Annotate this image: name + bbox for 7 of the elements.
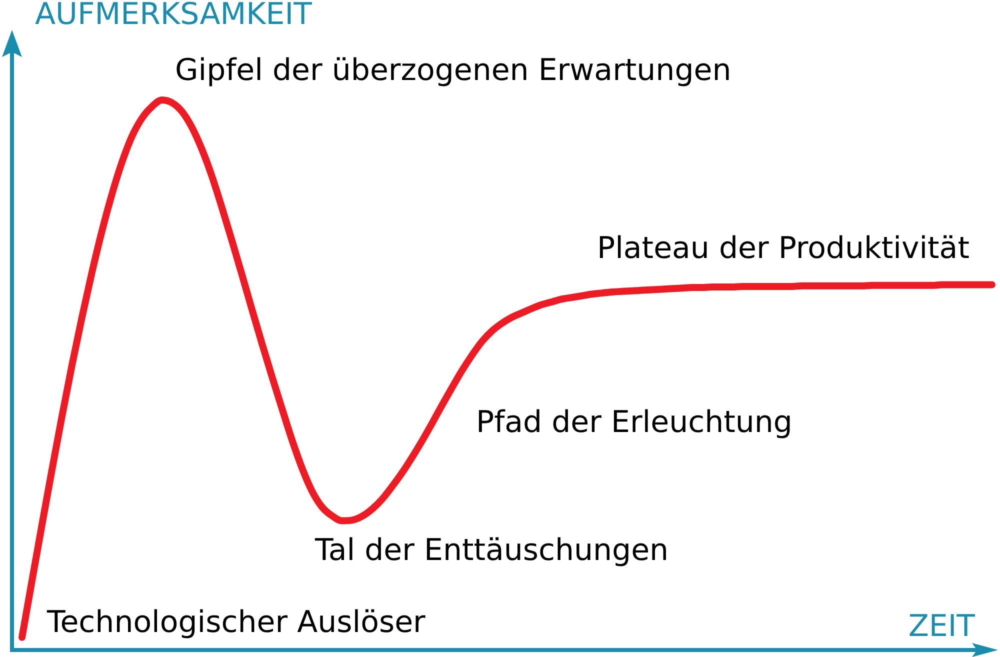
- text: Gipfel der überzogenen Erwartungen: [175, 53, 732, 88]
- x-axis-title: ZEIT: [908, 609, 976, 644]
- y-axis-title: AUFMERKSAMKEIT: [35, 0, 313, 32]
- annotation: Technologischer Auslöser: [46, 605, 426, 640]
- annotation: Pfad der Erleuchtung: [476, 405, 792, 440]
- annotation: Tal der Enttäuschungen: [314, 533, 669, 568]
- annotation: Plateau der Produktivität: [597, 231, 970, 266]
